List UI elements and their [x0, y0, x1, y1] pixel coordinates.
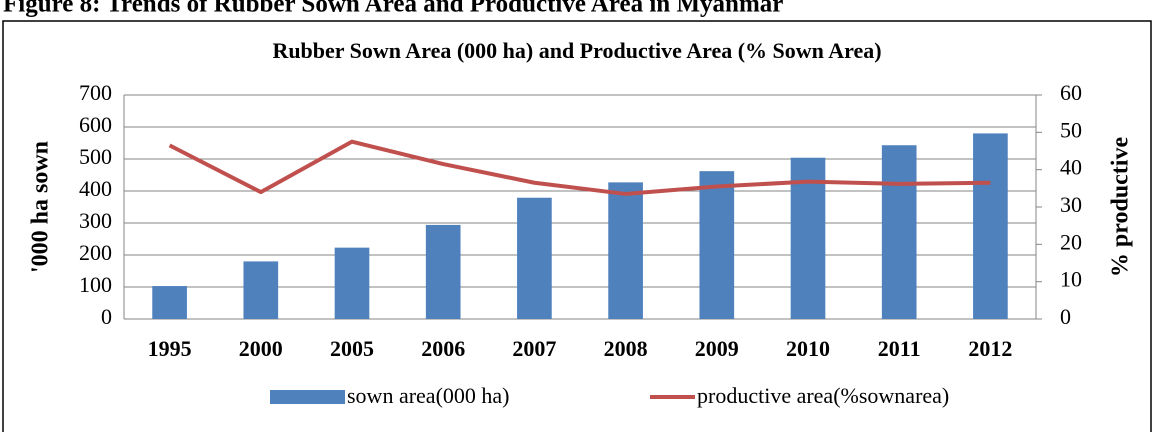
y-tick-label: 100: [79, 272, 112, 297]
y-tick-label: 500: [79, 144, 112, 169]
x-tick-label: 2000: [239, 336, 283, 361]
y2-tick-label: 10: [1060, 267, 1082, 292]
figure-caption: Figure 8: Trends of Rubber Sown Area and…: [3, 0, 783, 18]
x-tick-label: 2010: [786, 336, 830, 361]
y2-tick-label: 40: [1060, 155, 1082, 180]
y2-tick-label: 50: [1060, 117, 1082, 142]
y2-tick-label: 20: [1060, 229, 1082, 254]
y2-tick-label: 60: [1060, 80, 1082, 105]
bar: [973, 133, 1008, 319]
legend-swatch: [270, 390, 345, 404]
x-tick-label: 2006: [421, 336, 465, 361]
y2-tick-label: 0: [1060, 304, 1071, 329]
x-tick-label: 2009: [695, 336, 739, 361]
x-tick-label: 2012: [968, 336, 1012, 361]
bar: [425, 224, 461, 319]
y-axis-title: '000 ha sown: [28, 141, 54, 273]
y2-axis-title: % productive: [1108, 137, 1134, 278]
bar: [699, 171, 735, 319]
bar: [790, 157, 826, 319]
bar: [881, 145, 917, 319]
x-tick-label: 2007: [512, 336, 556, 361]
legend-label: sown area(000 ha): [347, 383, 510, 408]
x-tick-label: 2011: [878, 336, 921, 361]
x-tick-label: 2008: [604, 336, 648, 361]
y-tick-label: 600: [79, 112, 112, 137]
line: [168, 139, 991, 196]
y-tick-label: 400: [79, 176, 112, 201]
bar: [243, 261, 279, 319]
legend-label: productive area(%sownarea): [697, 383, 949, 408]
bar: [608, 182, 643, 319]
y-tick-label: 300: [79, 208, 112, 233]
chart-title: Rubber Sown Area (000 ha) and Productive…: [272, 38, 881, 63]
bar: [152, 286, 187, 319]
y-tick-label: 200: [79, 240, 112, 265]
y-tick-label: 0: [101, 304, 112, 329]
chart-frame: [2, 20, 1152, 432]
bar: [334, 247, 370, 319]
y2-tick-label: 30: [1060, 192, 1082, 217]
x-tick-label: 1995: [148, 336, 192, 361]
bar: [517, 197, 552, 319]
y-tick-label: 700: [79, 80, 112, 105]
x-tick-label: 2005: [330, 336, 374, 361]
